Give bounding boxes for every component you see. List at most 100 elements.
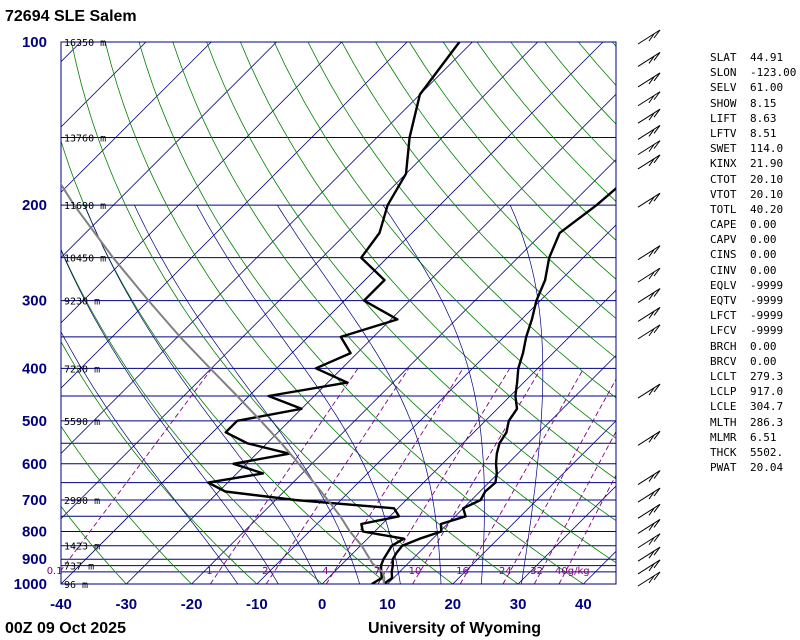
height-label: 1423 m [64,542,100,553]
wind-barb [637,72,661,88]
height-label: 2990 m [64,496,100,507]
mixing-ratio-label: 7 [374,566,380,577]
index-row-eqtv: EQTV -9999 [710,293,800,308]
index-value: 5502. [750,445,784,459]
moist-adiabat [61,331,239,584]
wind-barb [637,288,661,304]
mixing-ratio-label: 0.1 [47,566,63,577]
pressure-tick-label: 300 [22,293,47,310]
temperature-tick-label: -30 [115,596,137,613]
isotherm--90 [61,42,277,259]
mixing-ratio-label: 4 [322,566,328,577]
index-name: LCLT [710,369,737,383]
moist-adiabat [84,205,320,584]
wind-barb [637,125,661,140]
wind-barb [637,29,661,45]
dewpoint-line [206,42,461,584]
isotherm--40 [61,42,604,584]
index-name: MLMR [710,430,737,444]
footer-date: 00Z 09 Oct 2025 [5,620,126,637]
index-name: CTOT [710,172,737,186]
mixing-ratio-label: 40g/kg [555,566,590,577]
grid-lines [61,42,616,584]
index-name: SLON [710,66,737,80]
dry-adiabat [273,42,616,439]
index-value: -9999 [750,294,784,307]
isotherm--50 [61,42,538,520]
index-row-cinv: CINV 0.00 [710,263,800,278]
temperature-tick-label: -20 [181,596,203,613]
pressure-tick-label: 500 [22,413,47,430]
index-name: SELV [710,81,737,95]
isotherm--20 [191,159,616,584]
index-name: LFCV [710,324,737,338]
sounding-profiles [61,42,616,584]
pressure-tick-label: 400 [22,360,47,377]
wind-barb [637,533,661,549]
mixing-ratio-label: 1 [206,566,212,577]
moist-adiabat [277,205,442,584]
index-row-eqlv: EQLV -9999 [710,278,800,293]
mixing-ratio-label: 24 [499,566,512,577]
mixing-ratio-line [209,368,359,584]
pressure-tick-label: 1000 [14,576,47,593]
index-row-brcv: BRCV 0.00 [710,354,800,369]
mixing-ratio-label: 10 [409,566,422,577]
mixing-ratio-line [325,368,464,584]
dry-adiabat [138,42,585,584]
index-value: 40.20 [750,202,784,216]
index-value: 114.0 [750,142,784,156]
index-row-brch: BRCH 0.00 [710,339,800,354]
wind-barb [637,519,661,534]
height-label: 9230 m [64,297,100,308]
wind-barb [637,571,661,587]
height-label: 7230 m [64,364,100,375]
isotherm-20 [452,420,616,584]
index-row-lclp: LCLP 917.0 [710,384,800,399]
wind-barb [637,267,661,283]
index-name: SWET [710,142,737,156]
height-label: 737 m [64,562,94,573]
wind-barb [637,108,661,124]
index-row-show: SHOW 8.15 [710,96,800,111]
index-value: 44.91 [750,51,784,64]
wind-barb [637,324,661,340]
dry-adiabat [341,42,616,359]
index-name: SHOW [710,96,737,110]
temperature-tick-label: 30 [510,596,527,613]
index-row-lift: LIFT 8.63 [710,111,800,126]
dry-adiabat [61,248,323,584]
mixing-ratio-label: 32 [530,566,543,577]
mixing-ratio-label: 16 [456,566,469,577]
temperature-tick-label: -10 [246,596,268,613]
isotherm-0 [321,289,616,584]
index-value: -9999 [750,278,784,292]
dry-adiabat [307,42,616,399]
index-value: 6.51 [750,430,777,444]
temperature-tick-label: 0 [318,596,326,613]
dry-adiabat [61,425,193,584]
pressure-tick-label: 700 [22,492,47,509]
temperature-tick-label: -40 [50,596,72,613]
index-name: THCK [710,445,737,459]
index-row-swet: SWET 114.0 [710,141,800,156]
index-row-slon: SLON -123.00 [710,65,800,80]
dry-adiabat [104,42,519,584]
index-row-vtot: VTOT 20.10 [710,187,800,202]
index-name: BRCV [710,354,737,368]
pressure-axis: 100 200 300 400 500 600 700 800 900 1000 [14,34,47,593]
index-row-lcle: LCLE 304.7 [710,399,800,414]
stability-indices-panel: SLAT 44.91 SLON -123.00 SELV 61.00 SHOW 8.15 LIF… [710,50,800,475]
wind-barb [637,430,661,446]
index-name: CINV [710,263,737,277]
index-name: BRCH [710,339,737,353]
dry-adiabat [61,139,389,584]
height-labels: 16350 m 13760 m 11690 m 10450 m 9230 m 7230 m… [64,38,106,591]
index-row-pwat: PWAT 20.04 [710,460,800,475]
dry-adiabat [61,340,258,584]
index-name: LFTV [710,126,737,140]
height-label: 5590 m [64,417,100,428]
index-name: LCLE [710,400,737,414]
moist-adiabat [61,249,279,584]
